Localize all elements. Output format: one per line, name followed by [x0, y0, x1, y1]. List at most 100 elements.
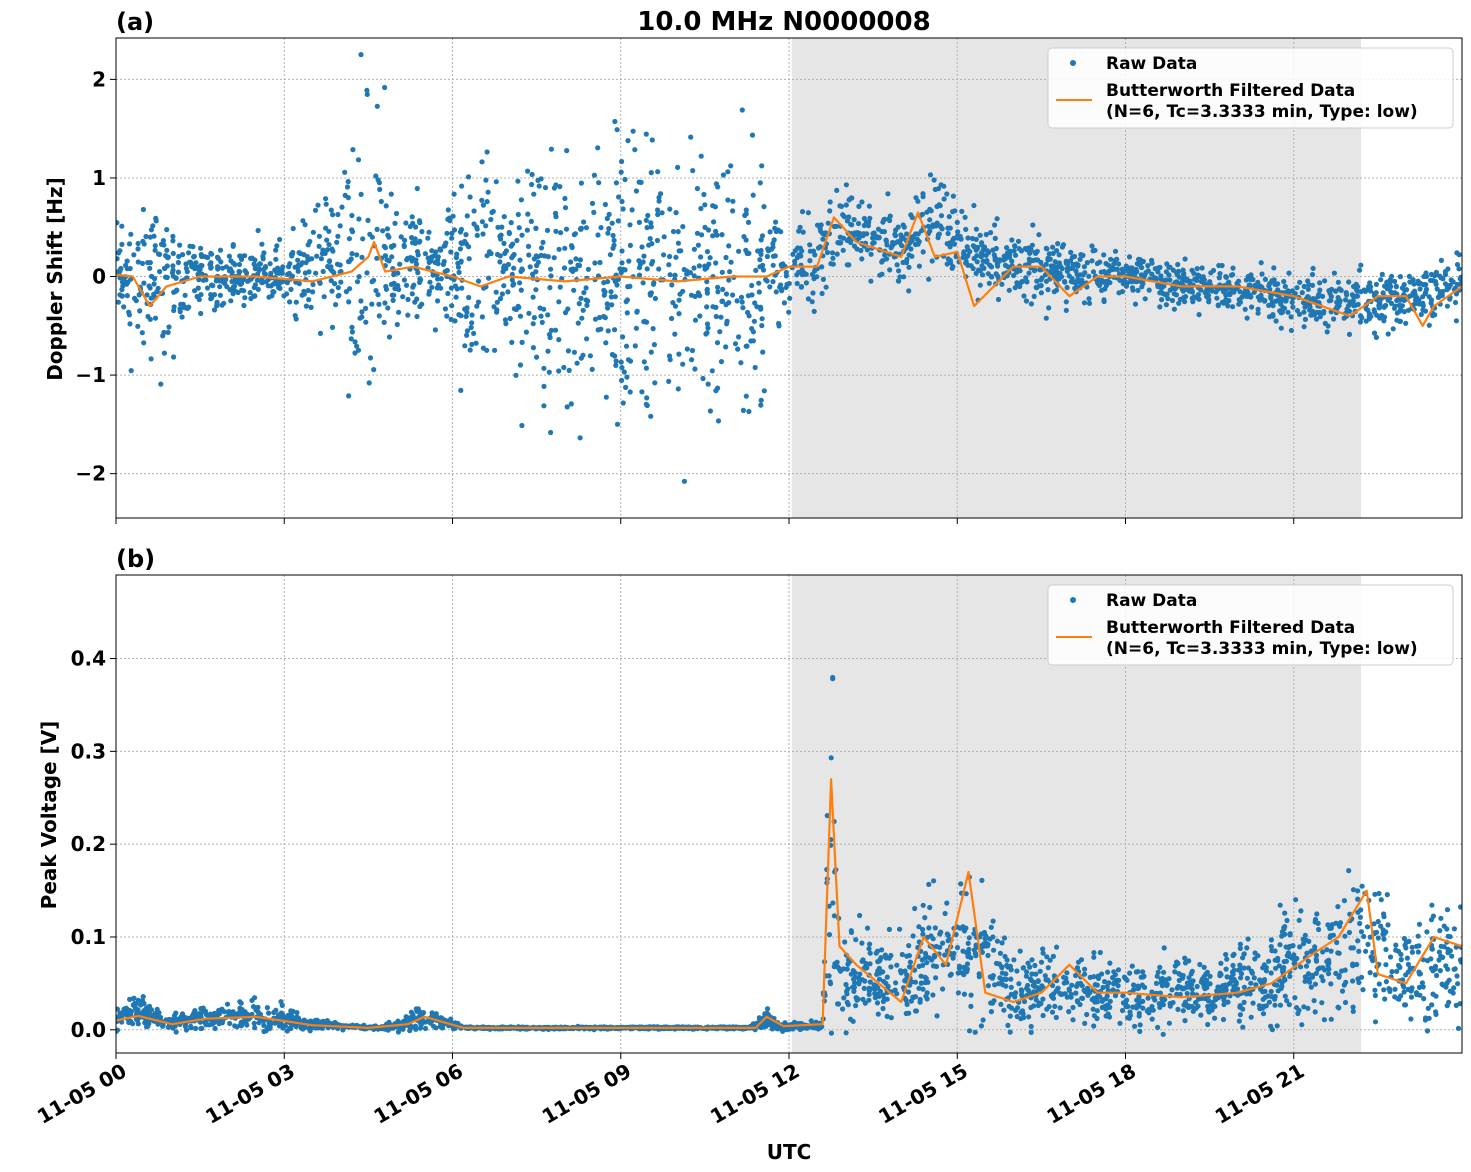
- raw-data-point: [752, 364, 758, 371]
- raw-data-point: [276, 285, 282, 291]
- raw-data-point: [809, 299, 815, 305]
- raw-data-point: [145, 313, 151, 320]
- raw-data-point: [1418, 311, 1424, 318]
- raw-data-point: [901, 274, 907, 280]
- raw-data-point: [608, 289, 614, 295]
- raw-data-point: [1311, 998, 1317, 1004]
- raw-data-point: [182, 304, 188, 310]
- raw-data-point: [882, 952, 889, 958]
- raw-data-point: [834, 959, 840, 965]
- raw-data-point: [328, 264, 334, 270]
- raw-data-point: [840, 1006, 846, 1012]
- raw-data-point: [1282, 976, 1288, 982]
- raw-data-point: [688, 292, 695, 298]
- raw-data-point: [1401, 989, 1407, 995]
- raw-data-point: [714, 340, 721, 346]
- raw-data-point: [474, 232, 480, 238]
- raw-data-point: [1025, 982, 1031, 989]
- raw-data-point: [619, 377, 625, 383]
- raw-data-point: [720, 172, 727, 178]
- raw-data-point: [376, 301, 382, 307]
- raw-data-point: [329, 246, 335, 252]
- raw-data-point: [1245, 936, 1251, 942]
- raw-data-point: [640, 280, 646, 286]
- raw-data-point: [974, 259, 980, 265]
- raw-data-point: [866, 985, 872, 991]
- raw-data-point: [833, 223, 840, 229]
- raw-data-point: [425, 235, 431, 241]
- raw-data-point: [392, 220, 398, 226]
- raw-data-point: [224, 1001, 231, 1007]
- raw-data-point: [119, 1013, 125, 1019]
- raw-data-point: [955, 970, 961, 976]
- raw-data-points: [116, 52, 1462, 484]
- raw-data-point: [1012, 252, 1019, 258]
- raw-data-point: [1046, 1004, 1052, 1010]
- raw-data-point: [675, 386, 681, 392]
- raw-data-point: [1030, 222, 1036, 228]
- raw-data-point: [758, 304, 764, 310]
- raw-data-point: [516, 225, 522, 231]
- raw-data-point: [649, 137, 655, 143]
- raw-data-point: [1182, 955, 1188, 961]
- raw-data-point: [426, 291, 432, 297]
- raw-data-point: [1253, 982, 1259, 988]
- raw-data-point: [619, 248, 625, 254]
- raw-data-point: [117, 275, 123, 281]
- raw-data-point: [745, 293, 752, 299]
- raw-data-point: [563, 226, 570, 232]
- raw-data-point: [867, 215, 873, 221]
- raw-data-point: [770, 279, 776, 285]
- raw-data-point: [927, 206, 933, 212]
- raw-data-point: [499, 291, 505, 297]
- raw-data-point: [985, 952, 991, 959]
- raw-data-point: [831, 913, 838, 919]
- raw-data-point: [627, 283, 633, 289]
- raw-data-point: [124, 281, 130, 287]
- raw-data-point: [200, 1005, 206, 1011]
- raw-data-point: [988, 1009, 995, 1015]
- raw-data-point: [759, 163, 765, 169]
- raw-data-point: [497, 296, 504, 302]
- raw-data-point: [585, 298, 591, 304]
- raw-data-point: [1013, 990, 1019, 996]
- raw-data-point: [1197, 961, 1203, 968]
- raw-data-point: [1317, 280, 1323, 286]
- raw-data-point: [224, 284, 230, 290]
- raw-data-point: [1438, 915, 1444, 921]
- raw-data-point: [696, 263, 703, 269]
- raw-data-point: [305, 287, 311, 294]
- raw-data-point: [619, 260, 625, 266]
- raw-data-point: [276, 270, 282, 276]
- raw-data-point: [1140, 258, 1146, 265]
- raw-data-point: [466, 244, 472, 250]
- raw-data-point: [761, 388, 767, 394]
- raw-data-point: [1398, 957, 1404, 963]
- raw-data-point: [613, 362, 619, 368]
- raw-data-point: [866, 203, 873, 209]
- raw-data-point: [409, 291, 415, 297]
- raw-data-point: [1250, 1000, 1256, 1006]
- raw-data-point: [189, 264, 195, 270]
- raw-data-point: [463, 232, 469, 238]
- raw-data-point: [448, 316, 454, 322]
- raw-data-point: [1154, 973, 1160, 979]
- raw-data-point: [1436, 949, 1442, 955]
- raw-data-point: [474, 224, 480, 230]
- raw-data-point: [459, 285, 465, 291]
- raw-data-point: [448, 285, 454, 291]
- raw-data-point: [412, 236, 418, 242]
- raw-data-point: [1068, 249, 1074, 255]
- raw-data-point: [1444, 303, 1450, 309]
- raw-data-point: [971, 202, 977, 209]
- y-tick-label: 1: [92, 166, 106, 190]
- raw-data-point: [253, 1007, 259, 1013]
- raw-data-point: [723, 291, 730, 297]
- raw-data-point: [719, 269, 725, 275]
- raw-data-point: [760, 267, 767, 273]
- raw-data-point: [310, 229, 316, 235]
- raw-data-point: [1269, 948, 1275, 954]
- raw-data-point: [612, 294, 618, 300]
- raw-data-point: [1047, 256, 1053, 262]
